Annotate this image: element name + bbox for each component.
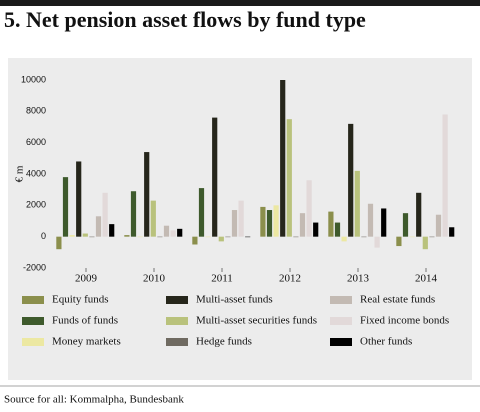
bar xyxy=(328,211,334,237)
y-tick-label: 6000 xyxy=(26,137,46,147)
bar xyxy=(273,205,279,237)
bar xyxy=(354,170,360,237)
legend-label: Hedge funds xyxy=(196,336,252,348)
bar xyxy=(157,236,163,238)
bar xyxy=(137,236,143,238)
bar xyxy=(76,161,82,237)
x-tick-label: 2011 xyxy=(211,273,233,285)
chart-title: 5. Net pension asset flows by fund type xyxy=(4,7,366,32)
legend-swatch xyxy=(22,296,44,304)
bar xyxy=(130,191,137,237)
bar xyxy=(429,236,435,238)
y-axis-label: € m xyxy=(14,165,26,182)
bar xyxy=(334,222,341,237)
bar xyxy=(124,235,130,237)
x-tick-label: 2009 xyxy=(75,273,98,285)
bar xyxy=(449,227,455,237)
bar xyxy=(245,236,251,238)
legend-swatch xyxy=(166,317,188,325)
bar xyxy=(212,117,218,237)
x-tick-label: 2013 xyxy=(347,273,370,285)
bar xyxy=(416,192,422,237)
bar xyxy=(109,224,115,237)
legend-swatch xyxy=(22,317,44,325)
bar xyxy=(286,119,292,237)
bar xyxy=(205,236,211,238)
bar xyxy=(266,210,273,237)
bar xyxy=(150,200,156,237)
legend-label: Funds of funds xyxy=(52,315,118,327)
bar xyxy=(62,177,69,237)
bar xyxy=(348,123,354,237)
bar xyxy=(89,236,95,238)
legend-label: Multi-asset funds xyxy=(196,294,273,306)
bar xyxy=(374,236,380,248)
bar xyxy=(225,236,231,238)
bar xyxy=(293,236,299,238)
legend-swatch xyxy=(330,317,352,325)
y-tick-label: 8000 xyxy=(26,106,46,116)
y-tick-label: 4000 xyxy=(26,168,46,178)
bar xyxy=(198,188,205,237)
bar xyxy=(381,208,387,237)
bar xyxy=(280,80,286,237)
bar xyxy=(402,213,409,237)
legend-label: Money markets xyxy=(52,336,121,348)
top-rule xyxy=(0,0,480,6)
y-tick-label: -2000 xyxy=(23,262,46,272)
bar xyxy=(69,235,75,237)
bar xyxy=(409,236,415,238)
y-tick-label: 2000 xyxy=(26,200,46,210)
bar xyxy=(102,192,108,237)
legend-swatch xyxy=(330,338,352,346)
legend-swatch xyxy=(166,296,188,304)
legend-swatch xyxy=(166,338,188,346)
bar xyxy=(231,210,238,237)
bar xyxy=(435,214,442,237)
bar xyxy=(163,225,170,237)
bar xyxy=(260,206,266,237)
legend-label: Equity funds xyxy=(52,294,109,306)
bar xyxy=(299,213,306,237)
bar xyxy=(218,236,224,242)
bar xyxy=(238,200,244,237)
y-tick-label: 0 xyxy=(41,231,46,241)
legend-label: Multi-asset securities funds xyxy=(196,315,317,327)
bar xyxy=(95,216,102,237)
legend-label: Fixed income bonds xyxy=(360,315,449,327)
bar xyxy=(361,236,367,238)
bar xyxy=(56,236,62,250)
source: Source for all: Kommalpha, Bundesbank xyxy=(4,394,184,406)
legend-swatch xyxy=(330,296,352,304)
bar xyxy=(396,236,402,247)
bar xyxy=(442,114,448,237)
bar xyxy=(192,236,198,245)
x-tick-label: 2012 xyxy=(279,273,301,285)
y-tick-label: 10000 xyxy=(21,74,46,84)
bar xyxy=(82,233,88,237)
bar xyxy=(306,180,312,237)
bar xyxy=(367,203,374,237)
bar xyxy=(170,230,176,237)
x-tick-label: 2010 xyxy=(143,273,166,285)
legend-label: Other funds xyxy=(360,336,412,348)
x-tick-label: 2014 xyxy=(415,273,438,285)
bar xyxy=(177,228,183,237)
bar xyxy=(144,152,150,237)
bar xyxy=(313,222,319,237)
legend-label: Real estate funds xyxy=(360,294,435,306)
bar xyxy=(422,236,428,250)
legend-swatch xyxy=(22,338,44,346)
bar xyxy=(341,236,347,242)
